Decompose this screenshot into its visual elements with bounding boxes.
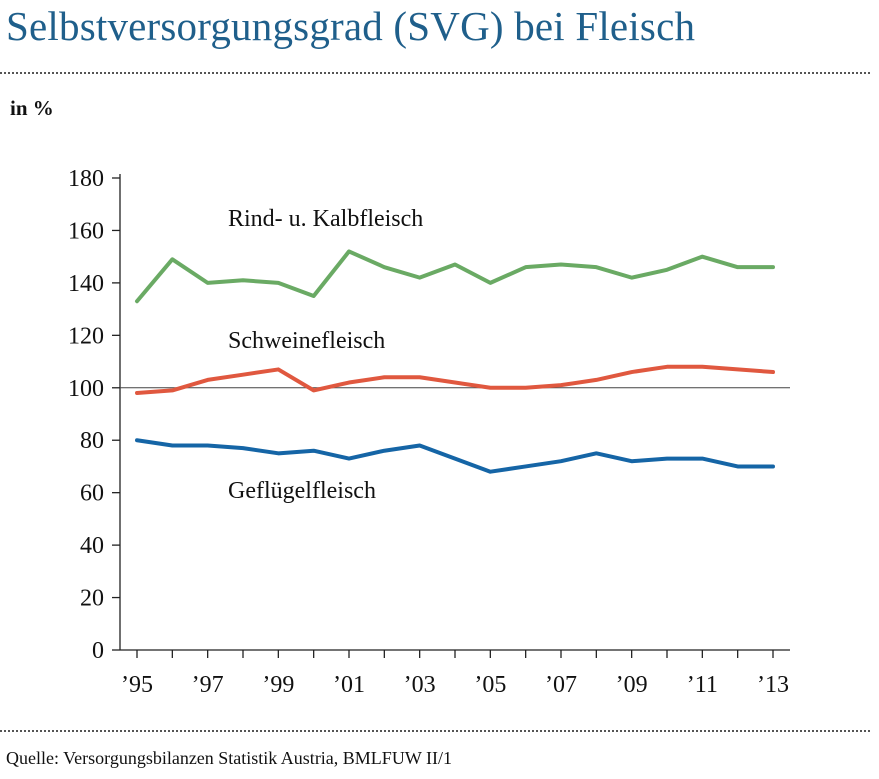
x-tick-label: ’95 (121, 672, 153, 698)
x-tick-label: ’03 (404, 672, 436, 698)
y-tick-label: 160 (68, 218, 104, 244)
y-tick-label: 0 (92, 638, 104, 664)
top-divider (0, 72, 870, 74)
x-tick-label: ’11 (687, 672, 718, 698)
y-tick-label: 60 (80, 481, 104, 507)
y-tick-label: 80 (80, 428, 104, 454)
bottom-divider (0, 730, 870, 732)
x-tick-label: ’99 (262, 672, 294, 698)
series-line-2 (135, 364, 775, 396)
chart-title: Selbstversorgungsgrad (SVG) bei Fleisch (6, 3, 696, 49)
y-unit-label: in % (10, 96, 54, 120)
x-tick-label: ’01 (333, 672, 365, 698)
series-line-3 (135, 438, 775, 474)
source-note: Quelle: Versorgungsbilanzen Statistik Au… (6, 748, 452, 768)
series-label-3: Geflügelfleisch (228, 478, 376, 504)
y-tick-label: 120 (68, 323, 104, 349)
y-tick-label: 180 (68, 166, 104, 192)
x-tick-label: ’07 (545, 672, 577, 698)
series-label-2: Schweinefleisch (228, 328, 385, 354)
y-tick-label: 140 (68, 271, 104, 297)
x-tick-label: ’13 (757, 672, 789, 698)
y-tick-label: 20 (80, 586, 104, 612)
x-tick-label: ’09 (616, 672, 648, 698)
series-line-1 (135, 249, 775, 304)
x-tick-label: ’05 (474, 672, 506, 698)
y-tick-label: 40 (80, 533, 104, 559)
x-tick-label: ’97 (192, 672, 224, 698)
series-label-1: Rind- u. Kalbfleisch (228, 206, 423, 232)
y-tick-label: 100 (68, 376, 104, 402)
